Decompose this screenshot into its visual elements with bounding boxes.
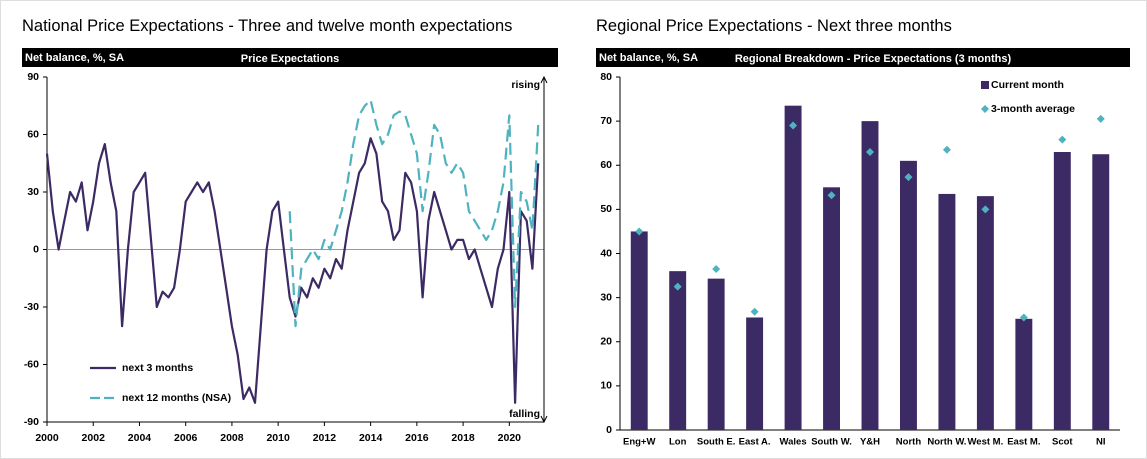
x-tick-label: 2016 (405, 432, 429, 444)
x-tick-label: South W. (811, 437, 852, 448)
x-tick-label: 2012 (313, 432, 337, 444)
bar (861, 121, 879, 430)
point (789, 121, 798, 130)
legend-label: next 12 months (NSA) (122, 392, 231, 404)
x-tick-label: West M. (968, 437, 1004, 448)
bar (1015, 318, 1033, 430)
x-tick-label: North W. (927, 437, 966, 448)
legend-swatch (981, 105, 989, 113)
bar (784, 105, 802, 431)
x-tick-label: South E. (697, 437, 736, 448)
y-tick-label: 60 (600, 159, 612, 171)
arrow-head (540, 75, 548, 424)
y-tick-label: 50 (600, 203, 612, 215)
x-tick-label: 2008 (220, 432, 244, 444)
y-tick-label: 0 (33, 243, 39, 255)
point (904, 173, 913, 182)
y-tick-label: -30 (24, 301, 39, 313)
point (866, 148, 874, 157)
y-tick-label: -60 (24, 358, 39, 370)
y-tick-label: 60 (27, 128, 39, 140)
chart-subtitle: Price Expectations (241, 53, 339, 65)
y-tick-label: 30 (600, 291, 612, 303)
x-tick-label: 2000 (35, 432, 59, 444)
bar (707, 278, 725, 430)
y-tick-label: 10 (600, 380, 612, 392)
y-tick-label: -90 (24, 416, 39, 428)
y-tick-label: 80 (600, 71, 612, 83)
panel-title: National Price Expectations - Three and … (22, 17, 512, 35)
bar (938, 193, 956, 430)
y-tick-label: 30 (27, 186, 39, 198)
point (827, 191, 836, 200)
point (712, 264, 721, 273)
bar (900, 160, 917, 430)
series-line (45, 137, 540, 404)
y-tick-label: 20 (600, 336, 612, 348)
point (635, 227, 644, 236)
point (750, 307, 759, 316)
legend-label: next 3 months (122, 362, 193, 374)
x-tick-label: NI (1096, 437, 1106, 448)
legend-label: Current month (991, 79, 1064, 91)
x-tick-label: 2020 (498, 432, 522, 444)
x-tick-label: Wales (780, 437, 807, 448)
x-tick-label: East A. (739, 437, 771, 448)
bar (669, 271, 687, 430)
point (1096, 114, 1105, 123)
annotation: rising (511, 79, 540, 91)
bar (630, 231, 648, 430)
y-tick-label: 0 (606, 424, 612, 436)
point (981, 205, 990, 214)
y-tick-label: 70 (600, 115, 612, 127)
bar (976, 196, 994, 430)
y-axis-label: Net balance, %, SA (25, 52, 124, 64)
series-line (288, 98, 540, 328)
chart-subtitle: Regional Breakdown - Price Expectations … (735, 53, 1012, 65)
bar (823, 187, 840, 430)
x-tick-label: 2002 (82, 432, 106, 444)
bar (1053, 152, 1071, 430)
y-tick-label: 90 (27, 71, 39, 83)
point (1019, 313, 1028, 322)
x-tick-label: Scot (1052, 437, 1073, 448)
annotation: falling (509, 408, 540, 420)
x-tick-label: 2018 (451, 432, 475, 444)
x-tick-label: Eng+W (623, 437, 655, 448)
x-tick-label: 2010 (266, 432, 290, 444)
point (942, 145, 951, 154)
header-bar (596, 48, 1130, 67)
y-axis-label: Net balance, %, SA (599, 52, 698, 64)
header-bar (22, 48, 558, 67)
x-tick-label: 2004 (128, 432, 152, 444)
x-tick-label: East M. (1007, 437, 1040, 448)
x-tick-label: 2014 (359, 432, 383, 444)
point (1058, 135, 1067, 144)
x-tick-label: Lon (669, 437, 687, 448)
point (673, 282, 682, 291)
y-tick-label: 40 (600, 247, 612, 259)
bar (1092, 154, 1110, 430)
x-tick-label: 2006 (174, 432, 198, 444)
x-tick-label: Y&H (860, 437, 880, 448)
panel-title: Regional Price Expectations - Next three… (596, 17, 952, 35)
x-tick-label: North (896, 437, 922, 448)
legend-label: 3-month average (991, 103, 1075, 115)
bar (746, 317, 764, 430)
legend-swatch (981, 81, 989, 89)
